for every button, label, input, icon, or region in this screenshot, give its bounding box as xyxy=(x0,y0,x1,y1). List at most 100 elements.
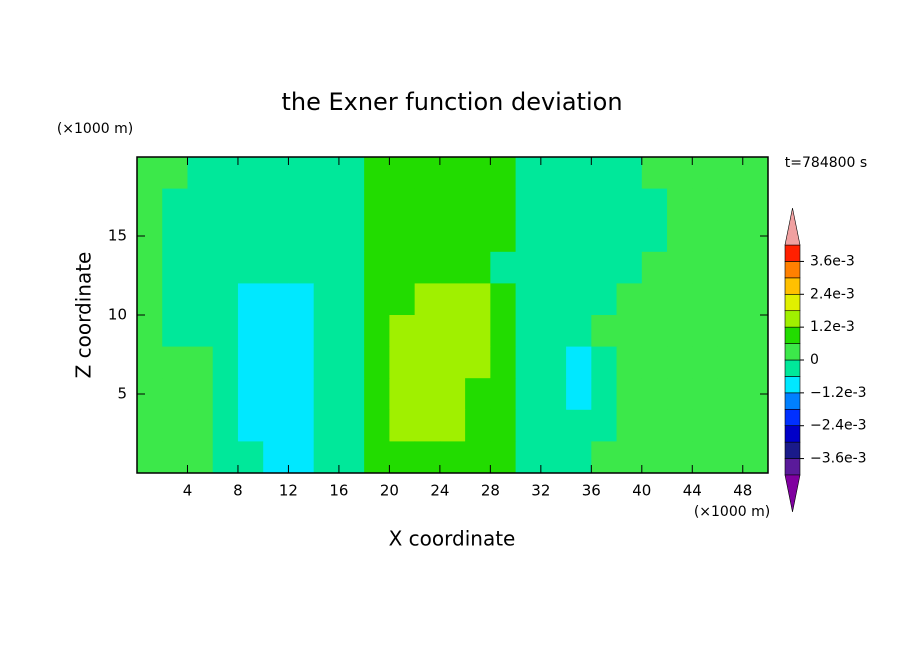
contour-cell xyxy=(566,220,592,253)
contour-cell xyxy=(389,283,416,316)
field xyxy=(137,157,769,474)
contour-cell xyxy=(137,188,163,221)
contour-cell xyxy=(540,378,567,411)
x-tick-label: 12 xyxy=(279,482,298,500)
contour-cell xyxy=(566,409,592,442)
contour-cell xyxy=(237,378,264,411)
contour-cell xyxy=(439,220,466,253)
contour-cell xyxy=(288,378,315,411)
colorbar-label: −3.6e-3 xyxy=(810,451,867,467)
contour-cell xyxy=(742,157,769,190)
contour-cell xyxy=(414,315,441,348)
contour-cell xyxy=(263,409,289,442)
contour-cell xyxy=(540,283,567,316)
contour-cell xyxy=(717,251,744,284)
x-unit: (×1000 m) xyxy=(694,504,770,520)
contour-cell xyxy=(263,157,289,190)
contour-cell xyxy=(540,188,567,221)
contour-cell xyxy=(137,251,163,284)
contour-cell xyxy=(641,441,668,474)
contour-cell xyxy=(137,283,163,316)
contour-cell xyxy=(263,251,289,284)
colorbar-segment xyxy=(784,277,801,295)
contour-cell xyxy=(414,157,441,190)
contour-cell xyxy=(338,346,365,379)
contour-cell xyxy=(540,157,567,190)
contour-cell xyxy=(389,157,416,190)
contour-cell xyxy=(439,378,466,411)
contour-cell xyxy=(313,378,340,411)
contour-cell xyxy=(515,283,542,316)
contour-cell xyxy=(212,283,239,316)
contour-cell xyxy=(490,283,517,316)
contour-cell xyxy=(566,251,592,284)
contour-cell xyxy=(641,283,668,316)
contour-cell xyxy=(187,409,214,442)
contour-cell xyxy=(616,220,643,253)
contour-cell xyxy=(137,409,163,442)
colorbar-under xyxy=(784,474,801,513)
contour-cell xyxy=(338,283,365,316)
contour-cell xyxy=(641,220,668,253)
contour-cell xyxy=(237,315,264,348)
contour-cell xyxy=(162,346,188,379)
contour-cell xyxy=(641,315,668,348)
contour-cell xyxy=(212,188,239,221)
contour-cell xyxy=(717,188,744,221)
contour-cell xyxy=(313,251,340,284)
contour-cell xyxy=(540,220,567,253)
contour-cell xyxy=(364,157,390,190)
colorbar-segment xyxy=(784,359,801,377)
contour-cell xyxy=(237,220,264,253)
contour-cell xyxy=(439,409,466,442)
contour-cell xyxy=(263,283,289,316)
contour-cell xyxy=(490,188,517,221)
chart-title: the Exner function deviation xyxy=(281,88,622,116)
contour-cell xyxy=(540,346,567,379)
colorbar-label: 1.2e-3 xyxy=(810,319,855,335)
contour-cell xyxy=(717,157,744,190)
contour-cell xyxy=(641,378,668,411)
contour-cell xyxy=(288,188,315,221)
contour-cell xyxy=(313,346,340,379)
contour-cell xyxy=(667,188,693,221)
contour-cell xyxy=(338,315,365,348)
contour-cell xyxy=(692,378,719,411)
contour-cell xyxy=(187,441,214,474)
colorbar-label: 2.4e-3 xyxy=(810,286,855,302)
contour-cell xyxy=(187,157,214,190)
contour-cell xyxy=(212,346,239,379)
contour-cell xyxy=(641,188,668,221)
contour-cell xyxy=(439,157,466,190)
x-tick-label: 20 xyxy=(380,482,399,500)
contour-cell xyxy=(717,378,744,411)
contour-cell xyxy=(364,283,390,316)
contour-cell xyxy=(591,409,618,442)
contour-cell xyxy=(338,157,365,190)
contour-cell xyxy=(490,157,517,190)
contour-cell xyxy=(641,409,668,442)
contour-cell xyxy=(414,409,441,442)
contour-cell xyxy=(162,251,188,284)
contour-cell xyxy=(414,346,441,379)
contour-cell xyxy=(338,378,365,411)
contour-cell xyxy=(566,157,592,190)
contour-cell xyxy=(692,157,719,190)
colorbar-segment xyxy=(784,244,801,262)
contour-cell xyxy=(465,251,491,284)
contour-cell xyxy=(364,251,390,284)
contour-cell xyxy=(313,315,340,348)
contour-cell xyxy=(263,378,289,411)
contour-cell xyxy=(591,378,618,411)
contour-cell xyxy=(364,378,390,411)
contour-cell xyxy=(692,251,719,284)
contour-cell xyxy=(187,378,214,411)
contour-cell xyxy=(616,441,643,474)
contour-cell xyxy=(717,315,744,348)
contour-cell xyxy=(439,315,466,348)
colorbar-segment xyxy=(784,326,801,344)
contour-cell xyxy=(162,441,188,474)
contour-cell xyxy=(187,315,214,348)
contour-cell xyxy=(742,441,769,474)
contour-cell xyxy=(187,346,214,379)
